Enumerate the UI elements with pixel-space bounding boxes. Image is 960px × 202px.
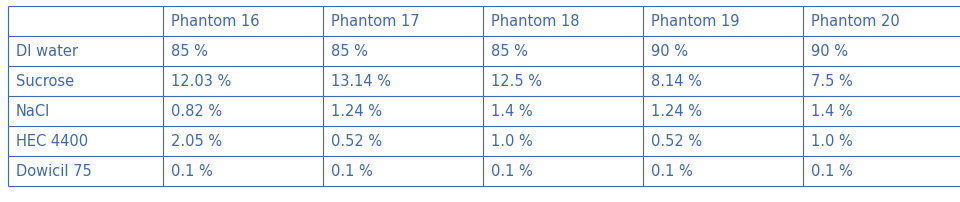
Text: NaCl: NaCl — [16, 103, 50, 119]
Text: Phantom 19: Phantom 19 — [651, 14, 739, 28]
Text: HEC 4400: HEC 4400 — [16, 134, 88, 148]
Text: 1.0 %: 1.0 % — [491, 134, 533, 148]
Text: 12.03 %: 12.03 % — [171, 74, 231, 88]
Text: 0.52 %: 0.52 % — [651, 134, 702, 148]
Text: Phantom 16: Phantom 16 — [171, 14, 259, 28]
Text: 1.24 %: 1.24 % — [651, 103, 702, 119]
Text: 0.1 %: 0.1 % — [651, 163, 693, 179]
Text: 1.24 %: 1.24 % — [331, 103, 382, 119]
Text: Sucrose: Sucrose — [16, 74, 74, 88]
Text: 12.5 %: 12.5 % — [491, 74, 542, 88]
Text: 2.05 %: 2.05 % — [171, 134, 222, 148]
Text: 90 %: 90 % — [651, 43, 688, 59]
Text: 0.1 %: 0.1 % — [331, 163, 372, 179]
Text: Dowicil 75: Dowicil 75 — [16, 163, 92, 179]
Text: Phantom 17: Phantom 17 — [331, 14, 420, 28]
Text: Phantom 18: Phantom 18 — [491, 14, 580, 28]
Text: 0.52 %: 0.52 % — [331, 134, 382, 148]
Text: 0.1 %: 0.1 % — [811, 163, 852, 179]
Text: 85 %: 85 % — [491, 43, 528, 59]
Text: 0.1 %: 0.1 % — [491, 163, 533, 179]
Text: DI water: DI water — [16, 43, 78, 59]
Text: 13.14 %: 13.14 % — [331, 74, 391, 88]
Text: 1.4 %: 1.4 % — [811, 103, 852, 119]
Text: 1.0 %: 1.0 % — [811, 134, 852, 148]
Text: 85 %: 85 % — [171, 43, 208, 59]
Text: Phantom 20: Phantom 20 — [811, 14, 900, 28]
Text: 85 %: 85 % — [331, 43, 368, 59]
Text: 8.14 %: 8.14 % — [651, 74, 702, 88]
Text: 0.82 %: 0.82 % — [171, 103, 222, 119]
Text: 1.4 %: 1.4 % — [491, 103, 533, 119]
Text: 0.1 %: 0.1 % — [171, 163, 213, 179]
Text: 90 %: 90 % — [811, 43, 848, 59]
Text: 7.5 %: 7.5 % — [811, 74, 852, 88]
